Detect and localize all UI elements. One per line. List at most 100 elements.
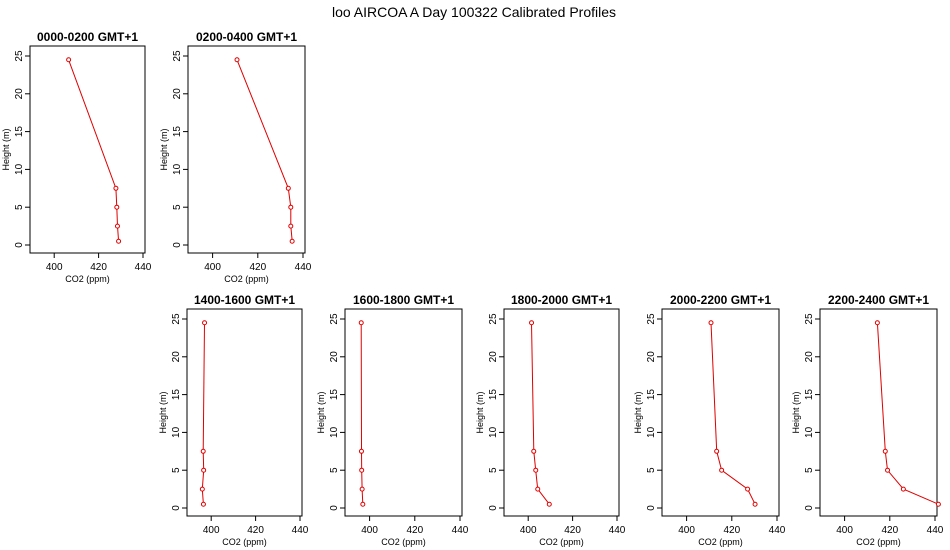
y-tick-label: 25 — [329, 313, 340, 325]
series-line — [360, 322, 364, 505]
panel-title: 2200-2400 GMT+1 — [828, 293, 929, 307]
y-tick-label: 15 — [14, 126, 25, 138]
x-tick-label: 420 — [406, 525, 423, 536]
y-tick-label: 0 — [329, 505, 340, 511]
y-axis-label: Height (m) — [1, 128, 11, 170]
plot-frame — [187, 45, 306, 254]
plot-frame — [661, 308, 780, 517]
y-tick-label: 20 — [646, 351, 657, 363]
data-point — [113, 185, 119, 191]
series-line — [531, 322, 550, 505]
x-tick-label: 440 — [769, 525, 786, 536]
x-tick-label: 440 — [292, 525, 309, 536]
y-tick-label: 20 — [171, 351, 182, 363]
data-point — [288, 223, 294, 229]
data-point — [535, 486, 541, 492]
y-tick-label: 25 — [171, 313, 182, 325]
x-axis-label: CO2 (ppm) — [224, 274, 269, 284]
data-point — [882, 448, 888, 454]
y-tick-label: 20 — [488, 351, 499, 363]
panel-title: 0000-0200 GMT+1 — [37, 30, 138, 44]
y-tick-label: 5 — [646, 467, 657, 473]
data-point — [358, 320, 364, 326]
x-tick-label: 420 — [249, 262, 266, 273]
y-tick-label: 10 — [488, 426, 499, 438]
y-tick-label: 0 — [488, 505, 499, 511]
x-tick-label: 440 — [452, 525, 469, 536]
x-tick-label: 440 — [927, 525, 944, 536]
x-tick-label: 400 — [520, 525, 537, 536]
plot-frame — [819, 308, 938, 517]
x-tick-label: 400 — [678, 525, 695, 536]
chart-panel: 0000-0200 GMT+1 0 5 10 15 20 25 400 420 440 CO2 (p… — [1, 30, 152, 284]
x-tick-label: 420 — [247, 525, 264, 536]
y-tick-label: 0 — [646, 505, 657, 511]
x-tick-label: 440 — [135, 262, 152, 273]
y-axis-label: Height (m) — [159, 128, 169, 170]
y-tick-label: 0 — [804, 505, 815, 511]
data-point — [66, 57, 72, 63]
y-tick-label: 20 — [329, 351, 340, 363]
y-tick-label: 5 — [488, 467, 499, 473]
series-line — [710, 322, 756, 505]
y-tick-label: 25 — [488, 313, 499, 325]
x-axis-label: CO2 (ppm) — [698, 537, 743, 547]
y-axis-label: Height (m) — [316, 391, 326, 433]
x-tick-label: 400 — [204, 262, 221, 273]
y-tick-label: 20 — [172, 88, 183, 100]
y-axis-label: Height (m) — [475, 391, 485, 433]
y-tick-label: 15 — [329, 389, 340, 401]
data-point — [935, 501, 941, 507]
panels-container: 0000-0200 GMT+1 0 5 10 15 20 25 400 420 440 CO2 (p… — [1, 30, 944, 547]
panel-title: 1800-2000 GMT+1 — [511, 293, 612, 307]
data-point — [874, 320, 880, 326]
y-tick-label: 0 — [171, 505, 182, 511]
y-tick-label: 25 — [172, 50, 183, 62]
data-point — [116, 238, 122, 244]
data-point — [289, 238, 295, 244]
y-tick-label: 25 — [804, 313, 815, 325]
figure-title: loo AIRCOA A Day 100322 Calibrated Profi… — [332, 4, 616, 20]
x-axis-label: CO2 (ppm) — [65, 274, 110, 284]
data-point — [200, 448, 206, 454]
y-tick-label: 10 — [329, 426, 340, 438]
data-point — [900, 486, 906, 492]
x-tick-label: 420 — [564, 525, 581, 536]
data-point — [234, 57, 240, 63]
y-tick-label: 25 — [646, 313, 657, 325]
chart-panel: 0200-0400 GMT+1 0 5 10 15 20 25 400 420 440 CO2 (p… — [159, 30, 312, 284]
y-tick-label: 0 — [14, 242, 25, 248]
x-axis-label: CO2 (ppm) — [222, 537, 267, 547]
y-tick-label: 5 — [329, 467, 340, 473]
data-point — [714, 448, 720, 454]
y-axis-label: Height (m) — [633, 391, 643, 433]
panel-title: 0200-0400 GMT+1 — [196, 30, 297, 44]
series-line — [68, 59, 120, 242]
x-tick-label: 440 — [295, 262, 312, 273]
y-tick-label: 0 — [172, 242, 183, 248]
panel-title: 1600-1800 GMT+1 — [353, 293, 454, 307]
x-tick-label: 420 — [90, 262, 107, 273]
data-point — [285, 185, 291, 191]
x-tick-label: 400 — [203, 525, 220, 536]
data-point — [719, 467, 725, 473]
x-axis-label: CO2 (ppm) — [856, 537, 901, 547]
data-point — [201, 467, 207, 473]
data-point — [546, 501, 552, 507]
y-tick-label: 10 — [172, 163, 183, 175]
x-tick-label: 440 — [609, 525, 626, 536]
data-point — [708, 320, 714, 326]
chart-panel: 2000-2200 GMT+1 0 5 10 15 20 25 400 420 440 CO2 (p… — [633, 293, 786, 547]
data-point — [885, 467, 891, 473]
series-line — [201, 322, 205, 505]
y-tick-label: 5 — [804, 467, 815, 473]
plot-frame — [29, 45, 146, 254]
series-line — [876, 322, 939, 505]
chart-panel: 2200-2400 GMT+1 0 5 10 15 20 25 400 420 440 CO2 (p… — [791, 293, 944, 547]
data-point — [202, 320, 208, 326]
series-line — [236, 59, 293, 242]
data-point — [752, 501, 758, 507]
plot-frame — [503, 308, 620, 517]
chart-panel: 1600-1800 GMT+1 0 5 10 15 20 25 400 420 440 CO2 (p… — [316, 293, 469, 547]
x-tick-label: 400 — [46, 262, 63, 273]
